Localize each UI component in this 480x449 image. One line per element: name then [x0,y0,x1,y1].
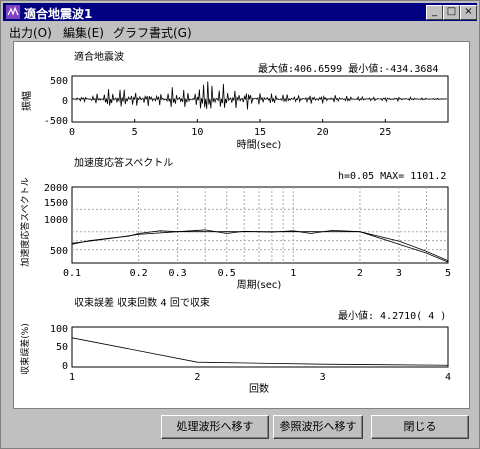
move-to-process-wave-button[interactable]: 処理波形へ移す [161,415,269,439]
plot2-title: 加速度応答スペクトル [74,156,173,169]
plot1-xlabel: 時間(sec) [237,139,282,151]
menu-bar: 出力(O) 編集(E) グラフ書式(G) [3,22,477,40]
title-bar[interactable]: 適合地震波1 _ □ × [3,3,477,21]
plot2-response-spectrum [71,229,449,263]
plot2-ytick: 1500 [44,198,68,209]
plot1-ylabel: 振幅 [20,91,33,111]
plot3-ytick: 0 [62,361,68,372]
menu-graph-format[interactable]: グラフ書式(G) [113,26,192,40]
plot3-ylabel: 収束誤差(%) [19,323,31,375]
plot2-info: h=0.05 MAX= 1101.2 [338,171,446,182]
plot2-xlabel: 周期(sec) [237,279,282,291]
plot3-xtick: 1 [69,372,75,383]
plot2-ytick: 1000 [44,215,68,226]
plot1-xtick: 5 [132,127,138,138]
plot2-xtick: 0.5 [218,268,236,279]
plot3-error-line [71,337,449,366]
plot2-xtick: 5 [445,268,451,279]
plot3-ytick: 50 [56,342,68,353]
menu-edit[interactable]: 編集(E) [63,26,104,40]
plot3-xtick: 2 [194,372,200,383]
plots-svg: 適合地震波 最大値:406.6599 最小値:-434.3684 振幅 500 … [19,50,451,395]
plot3-frame [71,326,449,368]
plot3-xtick: 3 [320,372,326,383]
move-to-reference-wave-button[interactable]: 参照波形へ移す [273,415,363,439]
plot2-xtick: 2 [357,268,363,279]
window-title: 適合地震波1 [24,7,93,21]
app-icon [6,5,20,19]
plot1-xtick: 20 [317,127,329,138]
menu-output[interactable]: 出力(O) [9,26,52,40]
plot1-ytick: -500 [44,116,68,127]
close-window-button[interactable]: × [460,5,477,20]
plot-panel: 適合地震波 最大値:406.6599 最小値:-434.3684 振幅 500 … [13,41,470,409]
plot3-info: 最小値: 4.2710( 4 ) [338,309,446,322]
plot1-ytick: 500 [50,76,68,87]
plot1-waveform [71,81,448,110]
plot2-ytick: 500 [50,246,68,257]
plot3-xlabel: 回数 [249,382,269,395]
plot3-xtick: 4 [445,372,451,383]
plot1-xtick: 15 [254,127,266,138]
plot2-xtick: 1 [290,268,296,279]
plot1-ytick: 0 [62,96,68,107]
plot2-ylabel: 加速度応答スペクトル [19,177,31,266]
maximize-button[interactable]: □ [443,5,460,20]
plot2-frame [71,186,449,264]
close-button[interactable]: 閉じる [371,415,469,439]
plot2-xtick: 0.3 [169,268,187,279]
plot1-stats: 最大値:406.6599 最小値:-434.3684 [258,62,438,75]
plot1-xtick: 25 [379,127,391,138]
minimize-button[interactable]: _ [426,5,443,20]
plot1-xtick: 0 [69,127,75,138]
plot3-ytick: 100 [50,324,68,335]
plot1-title: 適合地震波 [74,50,124,63]
plot3-title: 収束誤差 収束回数 4 回で収束 [74,296,210,309]
plot2-xtick: 3 [396,268,402,279]
plot1-xtick: 10 [191,127,203,138]
plot2-ytick: 2000 [44,183,68,194]
plot2-xtick: 0.2 [130,268,148,279]
plot2-xtick: 0.1 [63,268,81,279]
